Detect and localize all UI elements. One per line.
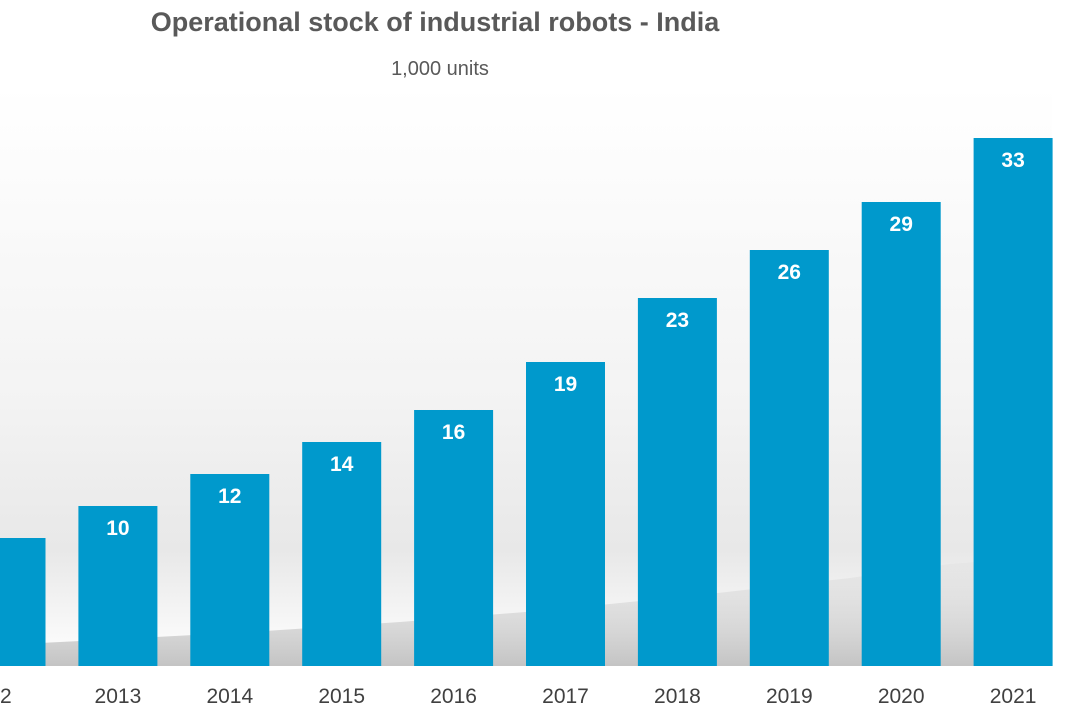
bar-2019 [749, 250, 829, 666]
data-label-2015: 14 [330, 453, 354, 476]
bar-2017 [526, 362, 605, 666]
bar-2015 [302, 442, 382, 666]
bar-2014 [190, 474, 270, 666]
x-tick-2016: 2016 [430, 685, 477, 708]
data-label-2013: 10 [106, 517, 129, 540]
data-labels-layer: 10 12 14 16 19 23 26 29 33 [106, 149, 1025, 540]
x-tick-2018: 2018 [654, 685, 701, 708]
x-tick-2020: 2020 [878, 685, 925, 708]
data-label-2016: 16 [442, 421, 465, 444]
bar-2 [0, 538, 46, 666]
bar-2016 [414, 410, 494, 666]
bar-2020 [861, 202, 941, 666]
x-tick-2014: 2014 [206, 685, 253, 708]
bar-2018 [637, 298, 717, 666]
x-tick-2015: 2015 [318, 685, 365, 708]
data-label-2018: 23 [666, 309, 689, 332]
data-label-2021: 33 [1001, 149, 1024, 172]
chart-subtitle: 1,000 units [391, 58, 489, 80]
bar-2021 [973, 138, 1053, 666]
bars-layer [0, 138, 1053, 666]
x-tick-2: 2 [0, 685, 12, 708]
data-label-2017: 19 [554, 373, 577, 396]
data-label-2014: 12 [218, 485, 241, 508]
x-axis-ticks: 2 2013 2014 2015 2016 2017 2018 2019 2020 2021 [0, 685, 1036, 708]
chart-title: Operational stock of industrial robots -… [151, 7, 721, 37]
x-tick-2019: 2019 [766, 685, 813, 708]
bar-2013 [78, 506, 158, 666]
data-label-2020: 29 [890, 213, 913, 236]
x-tick-2021: 2021 [990, 685, 1037, 708]
x-tick-2013: 2013 [95, 685, 142, 708]
data-label-2019: 26 [778, 261, 801, 284]
x-tick-2017: 2017 [542, 685, 589, 708]
